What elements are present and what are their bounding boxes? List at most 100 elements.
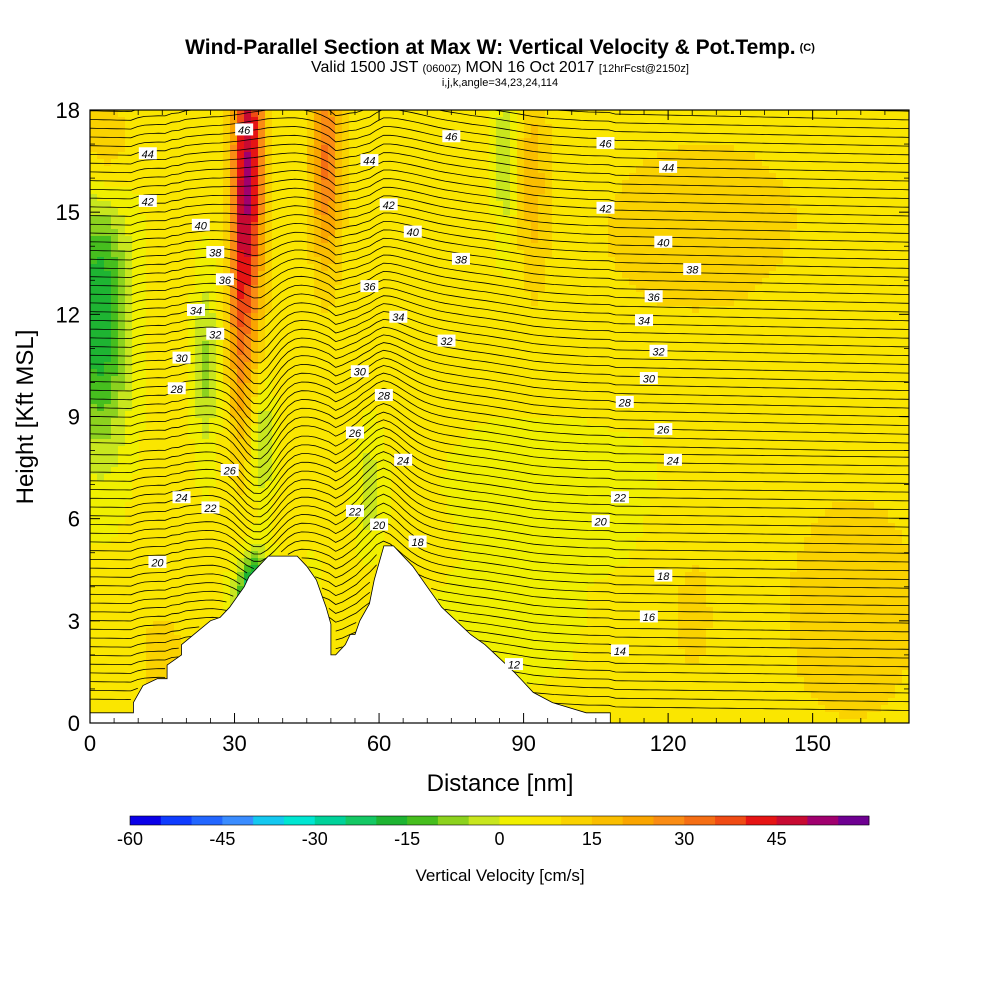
field-cell [447, 229, 455, 237]
field-cell [342, 229, 350, 237]
field-cell [748, 201, 756, 209]
field-cell [286, 334, 294, 342]
field-cell [643, 229, 651, 237]
field-cell [419, 187, 427, 195]
field-cell [531, 152, 539, 160]
field-cell [594, 397, 602, 405]
field-cell [671, 320, 679, 328]
field-cell [545, 369, 553, 377]
field-cell [825, 117, 833, 125]
field-cell [447, 250, 455, 258]
field-cell [433, 208, 441, 216]
field-cell [391, 383, 399, 391]
field-cell [489, 243, 497, 251]
field-cell [419, 390, 427, 398]
field-cell [251, 355, 259, 363]
field-cell [412, 159, 420, 167]
field-cell [580, 145, 588, 153]
field-cell [608, 327, 616, 335]
field-cell [573, 173, 581, 181]
field-cell [818, 250, 826, 258]
field-cell [328, 145, 336, 153]
field-cell [307, 306, 315, 314]
field-cell [545, 145, 553, 153]
field-cell [874, 348, 882, 356]
field-cell [643, 236, 651, 244]
field-cell [328, 229, 336, 237]
field-cell [160, 110, 168, 118]
field-cell [146, 124, 154, 132]
field-cell [503, 201, 511, 209]
field-cell [545, 215, 553, 223]
field-cell [251, 313, 259, 321]
field-cell [790, 138, 798, 146]
field-cell [468, 369, 476, 377]
field-cell [230, 383, 238, 391]
field-cell [671, 285, 679, 293]
field-cell [678, 285, 686, 293]
field-cell [545, 180, 553, 188]
field-cell [636, 334, 644, 342]
field-cell [881, 236, 889, 244]
field-cell [545, 334, 553, 342]
field-cell [482, 159, 490, 167]
field-cell [104, 362, 112, 370]
field-cell [531, 327, 539, 335]
field-cell [90, 236, 98, 244]
field-cell [566, 208, 574, 216]
field-cell [860, 152, 868, 160]
field-cell [216, 159, 224, 167]
field-cell [244, 306, 252, 314]
field-cell [503, 299, 511, 307]
field-cell [650, 306, 658, 314]
field-cell [552, 229, 560, 237]
field-cell [545, 320, 553, 328]
field-cell [699, 131, 707, 139]
field-cell [90, 313, 98, 321]
field-cell [363, 355, 371, 363]
field-cell [307, 124, 315, 132]
field-cell [447, 110, 455, 118]
field-cell [279, 194, 287, 202]
field-cell [587, 271, 595, 279]
field-cell [468, 404, 476, 412]
field-cell [804, 369, 812, 377]
field-cell [839, 222, 847, 230]
field-cell [818, 285, 826, 293]
field-cell [517, 145, 525, 153]
field-cell [615, 131, 623, 139]
field-cell [496, 222, 504, 230]
field-cell [776, 173, 784, 181]
field-cell [195, 299, 203, 307]
field-cell [475, 313, 483, 321]
field-cell [790, 320, 798, 328]
field-cell [825, 222, 833, 230]
field-cell [552, 201, 560, 209]
field-cell [594, 383, 602, 391]
field-cell [167, 271, 175, 279]
field-cell [272, 117, 280, 125]
field-cell [335, 306, 343, 314]
field-cell [825, 341, 833, 349]
field-cell [258, 355, 266, 363]
field-cell [629, 271, 637, 279]
field-cell [356, 313, 364, 321]
field-cell [286, 166, 294, 174]
field-cell [839, 138, 847, 146]
field-cell [496, 313, 504, 321]
field-cell [153, 166, 161, 174]
field-cell [328, 327, 336, 335]
field-cell [615, 229, 623, 237]
field-cell [741, 334, 749, 342]
field-cell [762, 187, 770, 195]
field-cell [230, 187, 238, 195]
field-cell [860, 306, 868, 314]
field-cell [650, 383, 658, 391]
field-cell [545, 257, 553, 265]
field-cell [272, 236, 280, 244]
field-cell [881, 145, 889, 153]
field-cell [244, 376, 252, 384]
field-cell [755, 250, 763, 258]
field-cell [377, 313, 385, 321]
field-cell [825, 187, 833, 195]
